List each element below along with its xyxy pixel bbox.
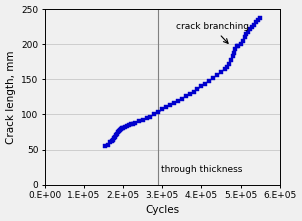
Y-axis label: Crack length, mm: Crack length, mm — [5, 50, 16, 144]
X-axis label: Cycles: Cycles — [145, 206, 179, 215]
Text: through thickness: through thickness — [162, 165, 243, 174]
Text: crack branching: crack branching — [176, 22, 249, 43]
